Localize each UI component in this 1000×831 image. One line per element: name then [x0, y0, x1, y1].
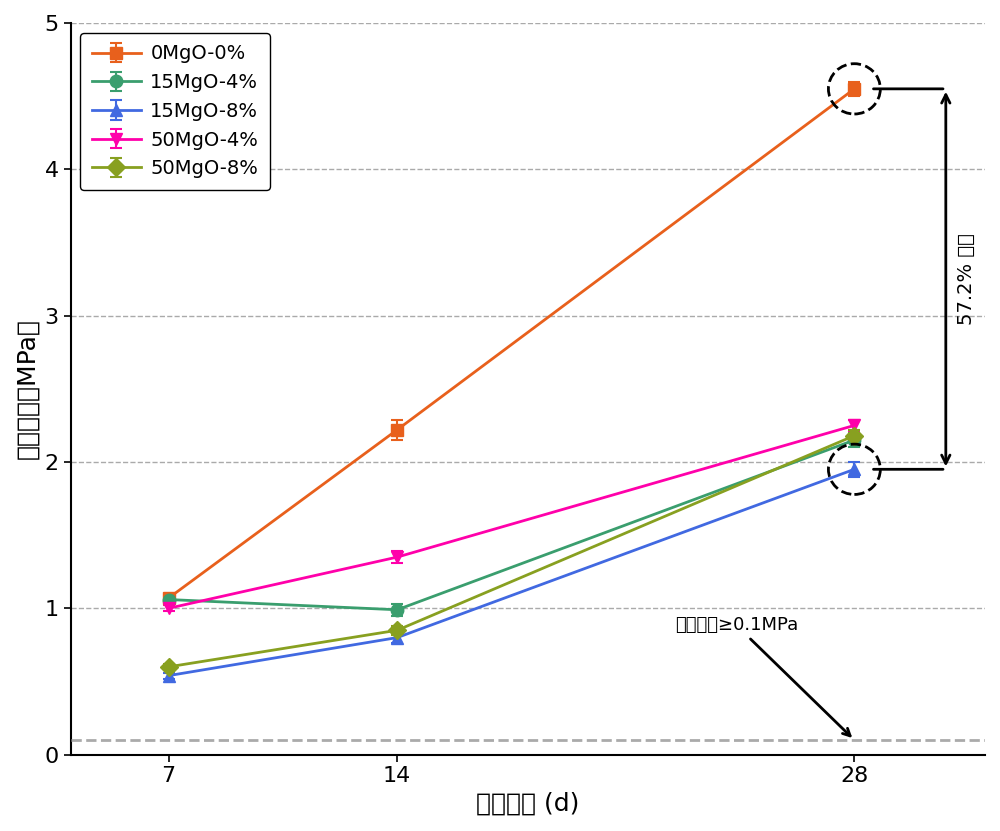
Text: 设计要求≥0.1MPa: 设计要求≥0.1MPa — [675, 617, 850, 736]
Y-axis label: 抗压强度（MPa）: 抗压强度（MPa） — [15, 318, 39, 460]
Legend: 0MgO-0%, 15MgO-4%, 15MgO-8%, 50MgO-4%, 50MgO-8%: 0MgO-0%, 15MgO-4%, 15MgO-8%, 50MgO-4%, 5… — [80, 32, 270, 190]
X-axis label: 养护龄期 (d): 养护龄期 (d) — [476, 792, 579, 816]
Text: 57.2% 下降: 57.2% 下降 — [957, 234, 976, 325]
